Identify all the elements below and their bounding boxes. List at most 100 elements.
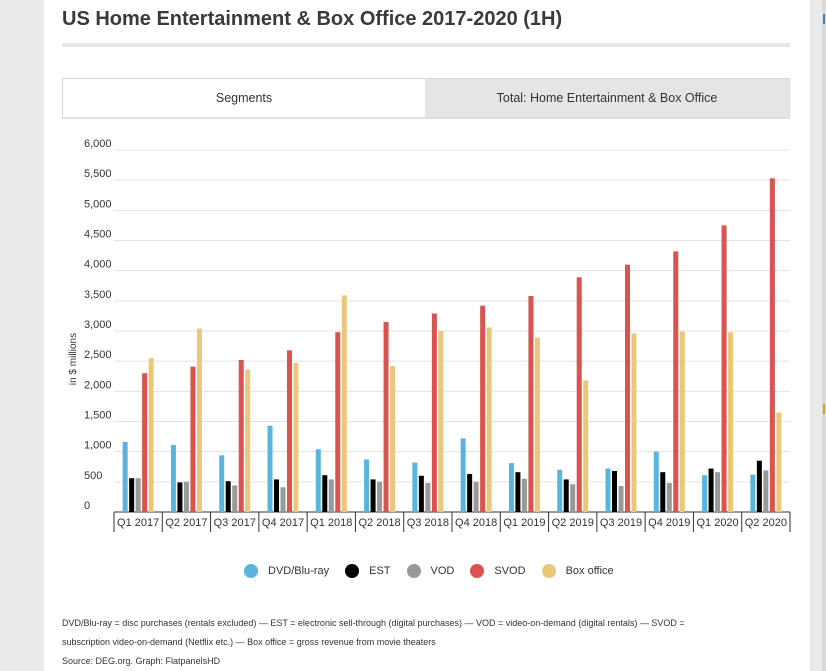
bar-svod-q2-2018[interactable]	[383, 321, 389, 512]
bar-vod-q4-2017[interactable]	[280, 487, 286, 512]
legend-item[interactable]: VOD	[406, 564, 455, 578]
bar-box-office-q4-2018[interactable]	[486, 327, 492, 512]
bar-dvd-blu-ray-q1-2020[interactable]	[702, 475, 708, 512]
bar-box-office-q2-2020[interactable]	[776, 412, 782, 512]
bar-dvd-blu-ray-q2-2018[interactable]	[364, 459, 370, 512]
bar-est-q2-2018[interactable]	[370, 479, 376, 512]
bar-box-office-q1-2017[interactable]	[148, 358, 154, 512]
legend-item[interactable]: DVD/Blu-ray	[244, 564, 329, 578]
bar-est-q2-2020[interactable]	[756, 460, 762, 512]
bar-svod-q1-2019[interactable]	[528, 296, 534, 512]
bar-vod-q4-2018[interactable]	[473, 481, 479, 512]
bar-box-office-q3-2019[interactable]	[631, 333, 637, 512]
x-tick-label: Q3 2019	[600, 517, 642, 529]
bar-svod-q2-2019[interactable]	[576, 277, 582, 512]
bar-svod-q2-2017[interactable]	[190, 366, 196, 512]
bar-vod-q3-2019[interactable]	[618, 486, 624, 512]
bar-box-office-q3-2017[interactable]	[245, 369, 251, 512]
x-tick-label: Q3 2017	[214, 517, 256, 529]
bar-vod-q1-2017[interactable]	[135, 478, 141, 512]
bar-box-office-q4-2019[interactable]	[679, 331, 685, 512]
bar-est-q4-2017[interactable]	[274, 479, 279, 512]
tab-total[interactable]: Total: Home Entertainment & Box Office	[425, 79, 789, 117]
bar-svod-q1-2017[interactable]	[142, 373, 148, 512]
bar-dvd-blu-ray-q4-2018[interactable]	[460, 438, 466, 512]
bar-est-q3-2018[interactable]	[418, 475, 424, 512]
legend-swatch	[541, 564, 556, 578]
chart-legend: DVD/Blu-ray EST VOD SVOD Box office	[244, 562, 630, 580]
bar-est-q1-2017[interactable]	[129, 478, 135, 512]
bar-est-q1-2019[interactable]	[515, 472, 521, 512]
bar-svod-q3-2018[interactable]	[431, 313, 437, 512]
y-tick-label: 1,500	[84, 410, 112, 422]
bar-est-q4-2018[interactable]	[467, 473, 473, 512]
bar-vod-q4-2019[interactable]	[666, 483, 672, 512]
legend-swatch	[406, 564, 421, 578]
bar-est-q4-2019[interactable]	[660, 472, 666, 512]
bar-dvd-blu-ray-q4-2017[interactable]	[267, 425, 273, 512]
bar-box-office-q4-2017[interactable]	[293, 362, 299, 512]
bar-box-office-q2-2017[interactable]	[196, 328, 202, 512]
edge-marker-yellow	[823, 404, 825, 414]
x-tick-label: Q2 2019	[552, 517, 594, 529]
bar-svod-q2-2020[interactable]	[769, 178, 775, 512]
bar-est-q3-2017[interactable]	[225, 481, 231, 512]
bar-vod-q2-2019[interactable]	[570, 484, 576, 512]
bar-svod-q3-2017[interactable]	[238, 359, 244, 512]
bar-box-office-q1-2018[interactable]	[341, 295, 347, 512]
bar-vod-q3-2017[interactable]	[232, 485, 238, 512]
y-tick-label: 3,000	[84, 319, 112, 331]
legend-label: SVOD	[494, 565, 526, 577]
tab-underline	[62, 117, 790, 119]
bar-vod-q2-2017[interactable]	[183, 481, 189, 512]
bar-vod-q3-2018[interactable]	[425, 483, 431, 512]
bar-est-q1-2020[interactable]	[708, 468, 714, 512]
bar-est-q1-2018[interactable]	[322, 475, 328, 512]
bar-svod-q1-2018[interactable]	[335, 332, 341, 512]
bar-vod-q1-2019[interactable]	[521, 478, 527, 512]
bar-dvd-blu-ray-q1-2018[interactable]	[315, 449, 321, 512]
bar-vod-q1-2018[interactable]	[328, 479, 334, 512]
bar-dvd-blu-ray-q3-2018[interactable]	[412, 462, 418, 512]
legend-swatch	[345, 564, 360, 578]
bar-vod-q2-2018[interactable]	[377, 481, 383, 512]
bar-dvd-blu-ray-q2-2020[interactable]	[750, 474, 756, 512]
bar-box-office-q2-2018[interactable]	[390, 365, 396, 512]
y-tick-label: 6,000	[84, 138, 112, 150]
legend-item[interactable]: EST	[345, 564, 391, 578]
bar-svod-q3-2019[interactable]	[625, 264, 630, 512]
bar-svod-q4-2017[interactable]	[287, 350, 292, 512]
bar-vod-q2-2020[interactable]	[763, 470, 769, 512]
y-tick-label: 4,000	[84, 259, 112, 271]
legend-item[interactable]: SVOD	[470, 564, 526, 578]
x-tick-label: Q1 2019	[503, 517, 545, 529]
bar-box-office-q2-2019[interactable]	[583, 380, 589, 512]
bar-dvd-blu-ray-q1-2019[interactable]	[508, 463, 514, 512]
tab-segments[interactable]: Segments	[63, 79, 425, 117]
bar-svod-q4-2019[interactable]	[673, 251, 679, 513]
bar-box-office-q1-2019[interactable]	[534, 337, 540, 512]
bar-est-q2-2019[interactable]	[563, 479, 569, 512]
bar-box-office-q1-2020[interactable]	[728, 332, 734, 512]
bar-svod-q4-2018[interactable]	[480, 305, 486, 512]
bar-dvd-blu-ray-q1-2017[interactable]	[122, 442, 128, 512]
window-edge	[822, 0, 826, 671]
footnote-definitions-line1: DVD/Blu-ray = disc purchases (rentals ex…	[62, 618, 685, 628]
bar-dvd-blu-ray-q3-2019[interactable]	[605, 468, 611, 512]
legend-label: EST	[369, 565, 391, 577]
bar-dvd-blu-ray-q4-2019[interactable]	[653, 451, 659, 512]
legend-label: VOD	[430, 565, 455, 577]
bar-dvd-blu-ray-q3-2017[interactable]	[219, 455, 225, 512]
bar-vod-q1-2020[interactable]	[715, 472, 721, 512]
y-axis-label: in $ millions	[68, 333, 79, 385]
footnote-source: Source: DEG.org. Graph: FlatpanelsHD	[62, 656, 221, 666]
y-tick-label: 500	[84, 470, 102, 482]
bar-box-office-q3-2018[interactable]	[438, 331, 444, 512]
bar-est-q2-2017[interactable]	[177, 482, 183, 512]
legend-swatch	[470, 564, 485, 578]
bar-svod-q1-2020[interactable]	[721, 225, 727, 512]
bar-est-q3-2019[interactable]	[612, 470, 617, 512]
legend-item[interactable]: Box office	[541, 564, 614, 578]
bar-dvd-blu-ray-q2-2019[interactable]	[557, 469, 563, 512]
bar-dvd-blu-ray-q2-2017[interactable]	[170, 445, 176, 512]
